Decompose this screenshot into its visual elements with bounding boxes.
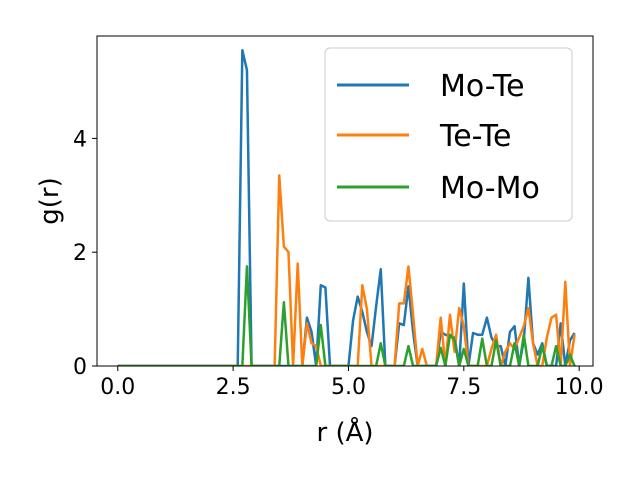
legend-label-mo-mo: Mo-Mo <box>440 171 540 206</box>
x-tick-label: 10.0 <box>555 375 604 400</box>
x-tick-label: 5.0 <box>331 375 366 400</box>
plot-frame <box>96 35 594 367</box>
series-line-te-te <box>117 174 576 366</box>
x-tick-label: 0.0 <box>100 375 135 400</box>
legend-label-mo-te: Mo-Te <box>440 69 525 104</box>
x-ticks: 0.0 2.5 5.0 7.5 10.0 <box>100 366 604 400</box>
y-axis-label: g(r) <box>35 177 65 224</box>
x-axis-label: r (Å) <box>316 416 373 448</box>
y-tick-label: 0 <box>73 355 87 380</box>
y-tick-label: 4 <box>73 127 87 152</box>
series-line-mo-mo <box>117 265 576 366</box>
y-tick-label: 2 <box>73 241 87 266</box>
legend: Mo-Te Te-Te Mo-Mo <box>324 47 573 222</box>
series-layer <box>117 48 576 366</box>
legend-box <box>324 47 573 222</box>
x-tick-label: 2.5 <box>216 375 251 400</box>
x-tick-label: 7.5 <box>446 375 481 400</box>
legend-label-te-te: Te-Te <box>439 119 511 154</box>
y-ticks: 0 2 4 <box>73 127 97 380</box>
series-line-mo-te <box>117 48 576 366</box>
